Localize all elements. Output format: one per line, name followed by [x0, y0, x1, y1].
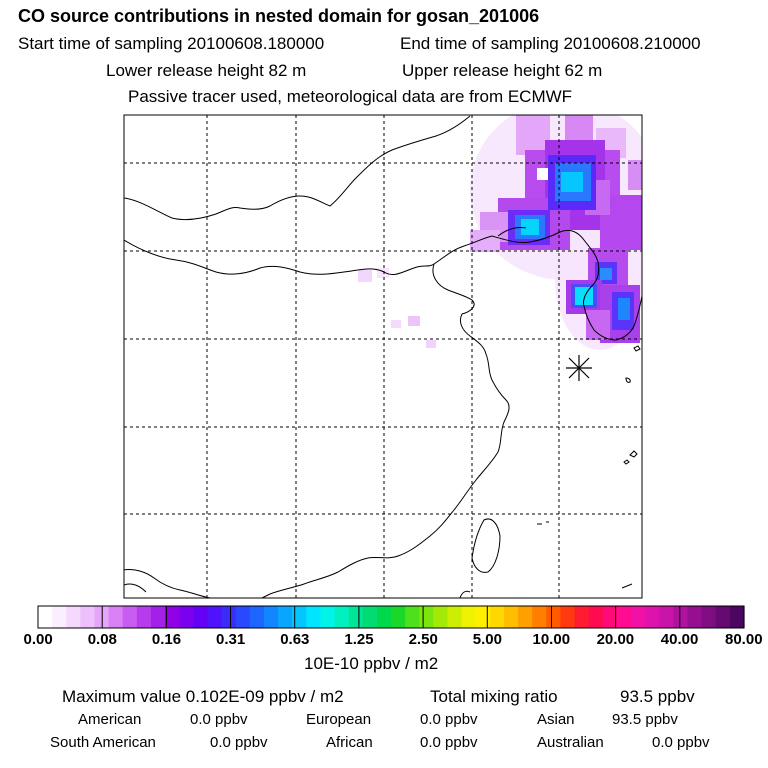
- colorbar-cell: [489, 606, 505, 628]
- colorbar-frame: [37, 605, 745, 629]
- colorbar-cell: [560, 606, 576, 628]
- colorbar-cell: [66, 606, 81, 628]
- colorbar-tick-label: 10.00: [532, 631, 571, 648]
- colorbar-unit-label: 10E-10 ppbv / m2: [304, 654, 439, 673]
- colorbar-tick-label: 0.08: [87, 631, 117, 648]
- colorbar-tick-label: 0.31: [216, 631, 246, 648]
- colorbar-cell: [532, 606, 547, 628]
- total-mixing-value: 93.5 ppbv: [620, 687, 695, 706]
- colorbar-cell: [38, 606, 53, 628]
- colorbar-cell: [602, 606, 618, 628]
- colorbar-cell: [235, 606, 251, 628]
- end-time-label: End time of sampling 20100608.210000: [400, 34, 701, 53]
- colorbar-tick-label: 40.00: [660, 631, 699, 648]
- chart-title: CO source contributions in nested domain…: [18, 6, 540, 26]
- colorbar-cell: [447, 606, 463, 628]
- region-name: Asian: [537, 711, 575, 728]
- region-value: 0.0 ppbv: [190, 711, 248, 728]
- colorbar-cell: [348, 606, 364, 628]
- colorbar-tick-label: 80.00: [725, 631, 763, 648]
- colorbar-tick-label: 20.00: [596, 631, 635, 648]
- colorbar-cell: [659, 606, 674, 628]
- colorbar-cell: [574, 606, 590, 628]
- region-name: South American: [50, 734, 156, 751]
- colorbar-cell: [320, 606, 336, 628]
- colorbar-cell: [461, 606, 477, 628]
- colorbar-cells: [38, 606, 745, 628]
- colorbar-cell: [334, 606, 350, 628]
- region-name: African: [326, 734, 373, 751]
- colorbar-cell: [419, 606, 434, 628]
- colorbar-cell: [108, 606, 124, 628]
- colorbar-cell: [503, 606, 519, 628]
- tracer-note: Passive tracer used, meteorological data…: [128, 87, 573, 106]
- colorbar-cell: [52, 606, 67, 628]
- region-value: 0.0 ppbv: [652, 734, 710, 751]
- colorbar-cell: [249, 606, 265, 628]
- colorbar-cell: [306, 606, 321, 628]
- colorbar-cell: [729, 606, 745, 628]
- colorbar-tick-label: 0.00: [23, 631, 53, 648]
- start-time-label: Start time of sampling 20100608.180000: [18, 34, 325, 53]
- colorbar-cell: [193, 606, 209, 628]
- colorbar-cell: [136, 606, 152, 628]
- region-value: 0.0 ppbv: [210, 734, 268, 751]
- lower-release-label: Lower release height 82 m: [106, 61, 307, 80]
- region-value: 0.0 ppbv: [420, 734, 478, 751]
- colorbar-cell: [165, 606, 180, 628]
- region-name: European: [306, 711, 372, 728]
- region-name: American: [78, 711, 142, 728]
- colorbar-cell: [631, 606, 646, 628]
- total-mixing-label: Total mixing ratio: [430, 687, 558, 706]
- colorbar-cell: [405, 606, 420, 628]
- colorbar-cell: [179, 606, 194, 628]
- region-value: 93.5 ppbv: [612, 711, 678, 728]
- colorbar-cell: [80, 606, 96, 628]
- coastlines: [124, 115, 642, 598]
- colorbar-cell: [433, 606, 449, 628]
- colorbar-tick-label: 1.25: [344, 631, 374, 648]
- colorbar-cell: [362, 606, 378, 628]
- colorbar-cell: [715, 606, 731, 628]
- colorbar-cell: [221, 606, 237, 628]
- region-name: Australian: [537, 734, 604, 751]
- region-value: 0.0 ppbv: [420, 711, 478, 728]
- colorbar-cell: [122, 606, 138, 628]
- colorbar-cell: [616, 606, 632, 628]
- gridlines: [124, 115, 642, 598]
- colorbar-cell: [546, 606, 562, 628]
- colorbar-cell: [687, 606, 703, 628]
- colorbar-tick-label: 2.50: [408, 631, 438, 648]
- colorbar-cell: [588, 606, 604, 628]
- colorbar-cell: [645, 606, 660, 628]
- concentration-field: [358, 115, 642, 350]
- colorbar-tick-label: 5.00: [472, 631, 502, 648]
- colorbar-cell: [207, 606, 223, 628]
- colorbar-cell: [292, 606, 307, 628]
- max-value-label: Maximum value 0.102E-09 ppbv / m2: [62, 687, 344, 706]
- colorbar-cell: [391, 606, 406, 628]
- colorbar-cell: [278, 606, 293, 628]
- colorbar-cell: [376, 606, 392, 628]
- upper-release-label: Upper release height 62 m: [402, 61, 603, 80]
- plot-frame: [123, 114, 643, 599]
- colorbar-cell: [263, 606, 279, 628]
- colorbar-tick-label: 0.16: [151, 631, 182, 648]
- colorbar-cell: [701, 606, 717, 628]
- colorbar-cell: [475, 606, 491, 628]
- colorbar-tick-label: 0.63: [280, 631, 310, 648]
- colorbar-cell: [673, 606, 689, 628]
- receptor-marker-icon: [566, 355, 592, 381]
- colorbar-cell: [150, 606, 166, 628]
- colorbar-cell: [518, 606, 533, 628]
